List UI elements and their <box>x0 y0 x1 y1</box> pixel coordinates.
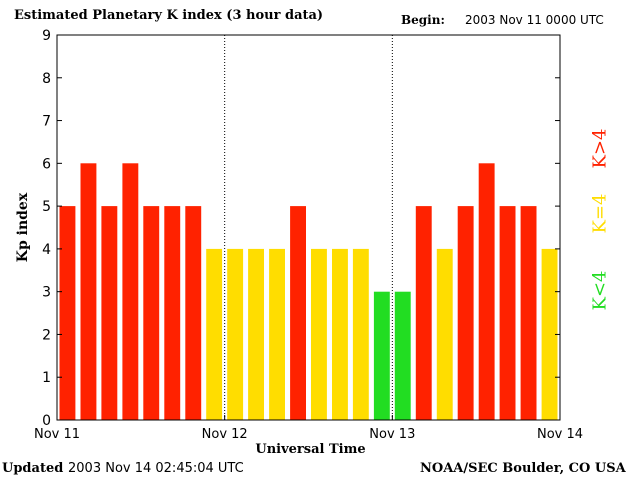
x-tick-label: Nov 12 <box>202 427 248 442</box>
y-axis-label: Kp index <box>15 192 31 262</box>
kp-bar <box>478 163 495 421</box>
y-tick-label: 2 <box>42 327 51 343</box>
begin-value: 2003 Nov 11 0000 UTC <box>465 13 604 27</box>
kp-bar <box>206 248 223 420</box>
kp-bar <box>311 248 327 420</box>
y-tick-label: 9 <box>42 28 51 44</box>
updated-label: Updated <box>2 461 64 476</box>
kp-bar <box>457 206 474 420</box>
y-tick-label: 8 <box>42 71 51 87</box>
kp-bar <box>122 163 139 421</box>
x-tick-label: Nov 14 <box>537 427 583 442</box>
kp-bar <box>415 206 432 420</box>
kp-bar <box>436 248 453 420</box>
legend-k-greater-4: K>4 <box>589 128 611 169</box>
kp-bar <box>269 248 285 420</box>
y-tick-label: 5 <box>42 199 51 215</box>
kp-bar <box>227 248 244 420</box>
kp-bar <box>185 206 202 420</box>
plot-frame <box>56 34 561 421</box>
kp-bar <box>143 206 160 420</box>
y-tick-label: 3 <box>42 285 51 301</box>
begin-label: Begin: <box>401 13 445 27</box>
y-tick-label: 7 <box>42 114 51 130</box>
kp-bar <box>332 248 348 420</box>
kp-bar <box>499 206 516 420</box>
updated-value: 2003 Nov 14 02:45:04 UTC <box>68 461 244 476</box>
legend-k-less-4: K<4 <box>589 270 611 311</box>
y-tick-label: 4 <box>42 242 51 258</box>
data-source: NOAA/SEC Boulder, CO USA <box>420 461 626 476</box>
x-tick-label: Nov 11 <box>34 427 80 442</box>
kp-bar <box>520 206 537 420</box>
kp-bar <box>541 248 558 420</box>
x-tick-label: Nov 13 <box>369 427 415 442</box>
legend-k-equal-4: K=4 <box>589 193 611 234</box>
kp-bar <box>59 206 76 420</box>
kp-bar <box>101 206 118 420</box>
kp-bar <box>394 291 411 420</box>
y-tick-label: 6 <box>42 156 51 172</box>
kp-bar <box>373 291 390 420</box>
x-axis-label: Universal Time <box>255 442 365 457</box>
kp-bar <box>80 163 97 421</box>
kp-bar <box>164 206 181 420</box>
y-tick-label: 0 <box>42 413 51 429</box>
kp-bar <box>248 248 264 420</box>
y-tick-label: 1 <box>42 370 51 386</box>
kp-bar <box>352 248 369 420</box>
kp-bar <box>290 206 306 420</box>
chart-title: Estimated Planetary K index (3 hour data… <box>14 8 324 23</box>
